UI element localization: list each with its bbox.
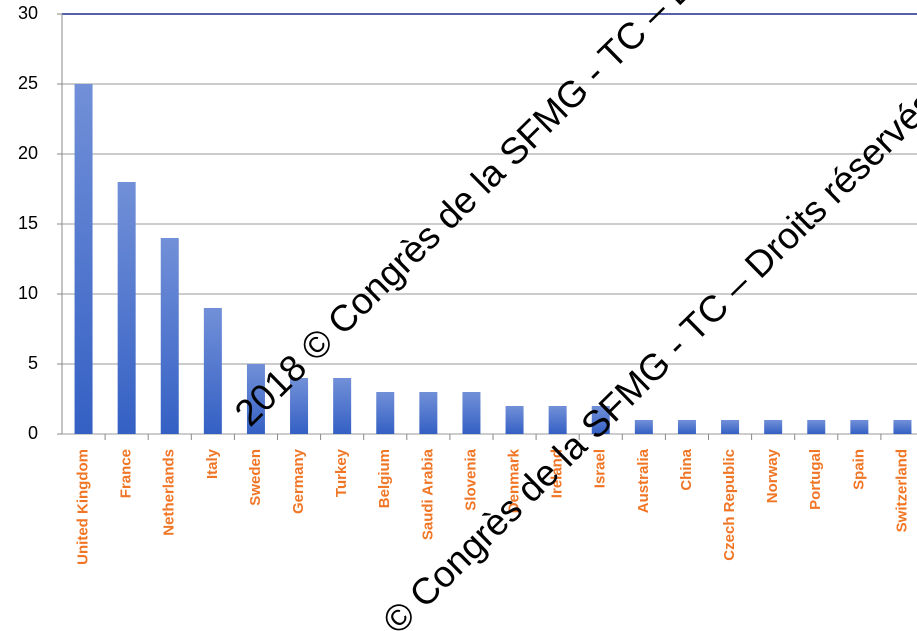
- x-tick-label: Germany: [290, 448, 307, 514]
- bar: [505, 406, 524, 434]
- x-tick-label: Turkey: [333, 448, 350, 497]
- x-tick-label: Portugal: [807, 449, 824, 510]
- x-tick-label: United Kingdom: [75, 449, 92, 565]
- x-tick-label: France: [118, 449, 135, 498]
- bar: [764, 420, 783, 434]
- bar: [548, 406, 567, 434]
- bar: [634, 420, 653, 434]
- x-tick-label: Belgium: [376, 449, 393, 508]
- bar: [677, 420, 696, 434]
- bar: [376, 392, 395, 434]
- bar: [333, 378, 352, 434]
- bar: [893, 420, 912, 434]
- x-tick-label: Netherlands: [161, 449, 178, 536]
- x-tick-label: China: [678, 448, 695, 490]
- y-tick-label: 5: [28, 353, 38, 373]
- x-tick-label: Spain: [850, 449, 867, 490]
- x-tick-label: Ireland: [549, 449, 566, 498]
- bar: [290, 378, 309, 434]
- x-tick-label: Switzerland: [893, 449, 910, 532]
- bar: [721, 420, 740, 434]
- x-tick-label: Slovenia: [462, 448, 479, 510]
- y-tick-label: 25: [18, 73, 38, 93]
- watermark: 2018 © Congrès de la SFMG - TC – Droits …: [227, 0, 861, 434]
- bar: [850, 420, 869, 434]
- bar: [74, 84, 93, 434]
- y-tick-label: 20: [18, 143, 38, 163]
- bar: [246, 364, 265, 434]
- x-tick-label: Denmark: [506, 448, 523, 513]
- bar: [591, 406, 610, 434]
- bar: [419, 392, 438, 434]
- x-tick-label: Sweden: [247, 449, 264, 506]
- bar: [807, 420, 826, 434]
- x-tick-label: Australia: [635, 448, 652, 513]
- x-tick-label: Italy: [204, 448, 221, 479]
- x-tick-label: Israel: [592, 449, 609, 488]
- y-tick-label: 10: [18, 283, 38, 303]
- bar: [117, 182, 136, 434]
- bar: [160, 238, 179, 434]
- y-tick-label: 0: [28, 423, 38, 443]
- x-tick-label: Norway: [764, 448, 781, 503]
- y-tick-label: 30: [18, 3, 38, 23]
- y-tick-label: 15: [18, 213, 38, 233]
- x-tick-label: Czech Republic: [721, 449, 738, 561]
- watermark: © Congrès de la SFMG - TC – Droits réser…: [375, 82, 917, 631]
- bar: [462, 392, 481, 434]
- bar: [203, 308, 222, 434]
- x-tick-label: Saudi Arabia: [419, 448, 436, 540]
